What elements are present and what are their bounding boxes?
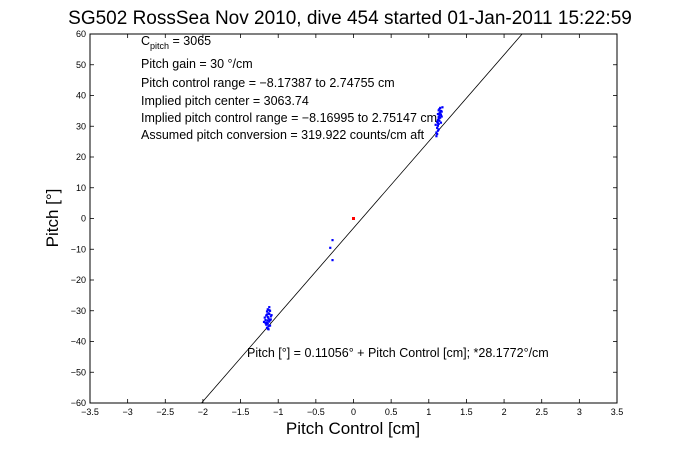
chart-title: SG502 RossSea Nov 2010, dive 454 started…: [68, 8, 632, 29]
annotation-implied-center: Implied pitch center = 3063.74: [141, 94, 309, 108]
data-point: [437, 117, 440, 120]
data-point: [438, 112, 441, 115]
data-point: [436, 129, 440, 132]
x-tick-label: −2: [198, 407, 208, 417]
y-tick-label: −20: [71, 275, 86, 285]
x-tick-label: −1.5: [232, 407, 250, 417]
data-point: [268, 306, 271, 309]
data-point: [437, 109, 440, 112]
x-tick-label: 3.5: [611, 407, 624, 417]
data-point: [264, 318, 267, 322]
data-point: [439, 106, 442, 109]
y-tick-label: −10: [71, 244, 86, 254]
y-tick-label: −60: [71, 398, 86, 408]
y-axis: −60 −50 −40 −30 −20 −10 0 10 20 30 40 50 60: [71, 29, 617, 408]
data-point: [268, 309, 271, 312]
y-tick-label: 50: [76, 60, 86, 70]
pitch-center-value: = 3065: [169, 34, 211, 48]
data-point: [268, 318, 272, 322]
data-point: [262, 320, 266, 324]
annotation-pitch-conversion: Assumed pitch conversion = 319.922 count…: [141, 128, 425, 142]
x-tick-label: 2.5: [535, 407, 548, 417]
pitch-symbol: C: [141, 34, 150, 48]
annotation-pitch-gain: Pitch gain = 30 °/cm: [141, 57, 253, 71]
data-point: [436, 119, 440, 122]
data-point: [268, 320, 271, 323]
annotation-control-range: Pitch control range = −8.17387 to 2.7475…: [141, 76, 395, 90]
data-point: [439, 116, 442, 119]
x-axis: −3.5 −3 −2.5 −2 −1.5 −1 −0.5 0 0.5 1 1.5 2 2.5 3 3.5: [81, 34, 623, 417]
data-point: [267, 312, 270, 315]
x-tick-label: 1: [426, 407, 431, 417]
annotation-block: Cpitch = 3065 Pitch gain = 30 °/cm Pitch…: [141, 34, 549, 360]
data-point: [435, 135, 438, 138]
x-tick-label: 0: [351, 407, 356, 417]
data-point: [437, 122, 440, 125]
data-point: [263, 316, 266, 319]
data-point: [270, 314, 273, 317]
pitch-subscript: pitch: [150, 41, 169, 51]
y-tick-label: 10: [76, 183, 86, 193]
data-point: [437, 128, 440, 131]
data-point: [265, 313, 269, 316]
data-point: [265, 322, 269, 325]
annotation-pitch-center: Cpitch = 3065: [141, 34, 211, 51]
data-point: [438, 108, 441, 111]
y-tick-label: −30: [71, 306, 86, 316]
y-tick-label: −50: [71, 367, 86, 377]
x-tick-label: −1: [273, 407, 283, 417]
y-tick-label: 30: [76, 121, 86, 131]
data-point: [436, 112, 440, 116]
y-tick-label: 0: [81, 214, 86, 224]
data-point: [329, 246, 332, 249]
data-point: [436, 120, 439, 123]
data-point: [439, 113, 443, 116]
data-point: [435, 131, 438, 134]
data-point: [436, 124, 440, 127]
data-point: [439, 121, 443, 124]
data-point: [440, 115, 443, 118]
data-point: [268, 324, 272, 327]
data-point: [267, 325, 270, 328]
data-point: [438, 114, 441, 117]
data-point: [436, 126, 439, 129]
x-tick-label: 2: [502, 407, 507, 417]
x-tick-label: −2.5: [156, 407, 174, 417]
data-point: [441, 106, 444, 109]
data-point: [331, 259, 334, 262]
x-tick-label: −0.5: [307, 407, 325, 417]
data-point: [264, 322, 267, 325]
data-point: [331, 239, 334, 242]
data-point: [267, 317, 270, 320]
data-point: [266, 315, 269, 319]
data-points: [262, 106, 444, 331]
y-axis-label: Pitch [°]: [43, 189, 62, 248]
annotation-fit-equation: Pitch [°] = 0.11056° + Pitch Control [cm…: [247, 346, 549, 360]
x-tick-label: −3: [123, 407, 133, 417]
data-point: [440, 110, 443, 113]
y-tick-label: 40: [76, 91, 86, 101]
x-tick-label: 0.5: [385, 407, 398, 417]
data-point: [265, 323, 268, 326]
data-point: [266, 308, 269, 311]
data-point: [266, 319, 269, 322]
y-tick-label: 60: [76, 29, 86, 39]
data-point: [436, 132, 439, 136]
fit-line: [201, 33, 523, 404]
y-tick-label: 20: [76, 152, 86, 162]
data-point: [437, 116, 440, 119]
x-tick-label: 1.5: [460, 407, 473, 417]
x-tick-label: 3: [577, 407, 582, 417]
x-axis-label: Pitch Control [cm]: [286, 419, 420, 438]
data-point: [438, 119, 441, 122]
annotation-implied-range: Implied pitch control range = −8.16995 t…: [141, 111, 437, 125]
data-point: [266, 327, 269, 330]
center-marker: [352, 217, 355, 220]
data-point: [434, 123, 437, 126]
data-point: [269, 315, 272, 318]
y-tick-label: −40: [71, 337, 86, 347]
x-tick-label: −3.5: [81, 407, 99, 417]
data-point: [265, 310, 269, 313]
